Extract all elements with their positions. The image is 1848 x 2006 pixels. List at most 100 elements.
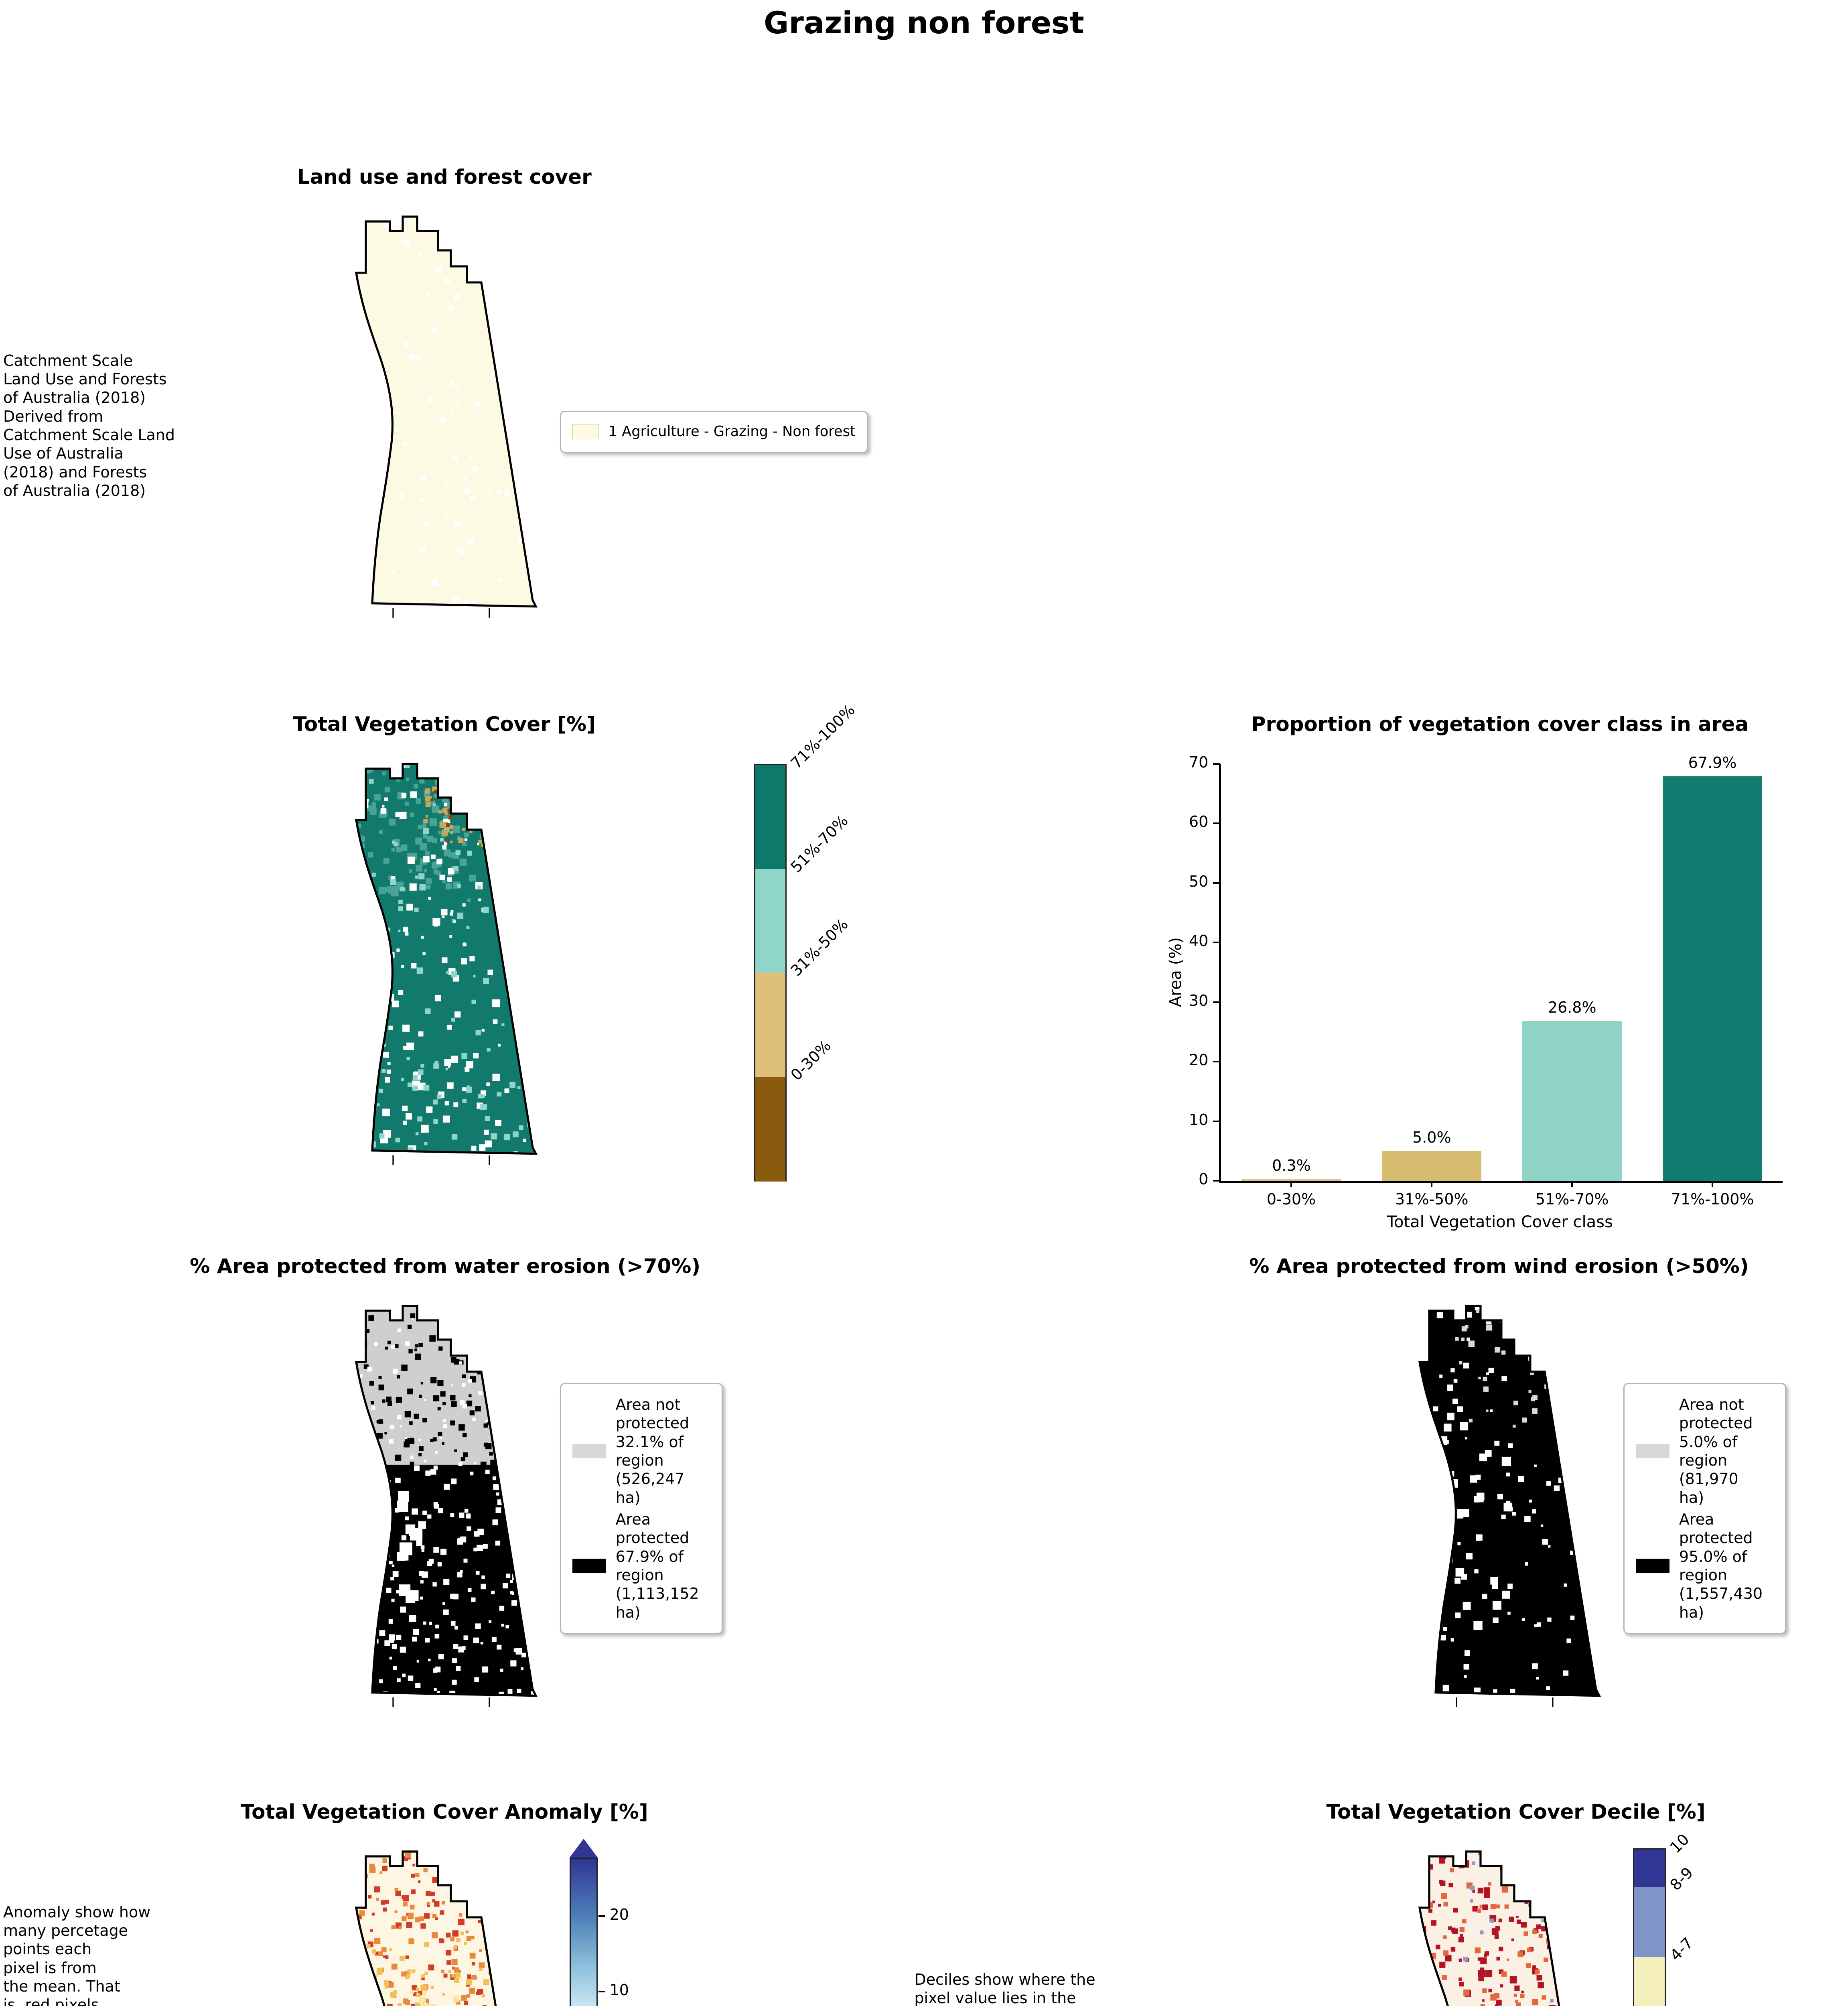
y-tick bbox=[1213, 822, 1221, 824]
land-use-title: Land use and forest cover bbox=[297, 165, 592, 189]
colorbar-label: 10 bbox=[1666, 1830, 1693, 1857]
wind-erosion-legend: Area not protected 5.0% of region (81,97… bbox=[1623, 1383, 1786, 1634]
wind-erosion-title: % Area protected from wind erosion (>50%… bbox=[1249, 1255, 1749, 1278]
colorbar-arrow-up-icon bbox=[569, 1839, 598, 1858]
legend-entry: Area not protected 5.0% of region (81,97… bbox=[1635, 1395, 1774, 1507]
colorbar-label: 51%-70% bbox=[787, 811, 852, 876]
water-erosion-title: % Area protected from water erosion (>70… bbox=[190, 1255, 701, 1278]
bar-51%-70% bbox=[1522, 1021, 1622, 1181]
y-tick-label: 20 bbox=[1189, 1051, 1209, 1069]
legend-entry: Area protected 67.9% of region (1,113,15… bbox=[572, 1510, 710, 1622]
bar-value-label: 26.8% bbox=[1548, 999, 1596, 1017]
not-protected-swatch bbox=[1635, 1444, 1669, 1459]
colorbar-tick bbox=[598, 1991, 605, 1993]
colorbar-segment bbox=[755, 869, 786, 974]
bar-0-30% bbox=[1241, 1179, 1341, 1181]
x-tick-label: 71%-100% bbox=[1671, 1190, 1754, 1208]
y-tick bbox=[1213, 942, 1221, 943]
protected-swatch bbox=[1635, 1559, 1669, 1574]
bar-value-label: 67.9% bbox=[1688, 753, 1737, 772]
colorbar-tick-label: 10 bbox=[609, 1981, 629, 1999]
protected-swatch bbox=[572, 1559, 606, 1574]
bar-value-label: 0.3% bbox=[1272, 1156, 1311, 1174]
colorbar-segment bbox=[755, 973, 786, 1078]
x-tick bbox=[1290, 1181, 1292, 1188]
y-tick bbox=[1213, 1001, 1221, 1003]
bar-value-label: 5.0% bbox=[1412, 1128, 1451, 1146]
page-title: Grazing non forest bbox=[764, 4, 1084, 41]
y-tick-label: 10 bbox=[1189, 1111, 1209, 1129]
land-use-note: Catchment Scale Land Use and Forests of … bbox=[3, 351, 175, 500]
land-use-legend: 1 Agriculture - Grazing - Non forest bbox=[560, 410, 868, 453]
y-tick bbox=[1213, 1120, 1221, 1122]
x-tick bbox=[1431, 1181, 1433, 1188]
anomaly-map bbox=[329, 1837, 554, 2006]
legend-entry: Area protected 95.0% of region (1,557,43… bbox=[1635, 1510, 1774, 1622]
y-tick-label: 70 bbox=[1189, 753, 1209, 771]
x-tick-label: 0-30% bbox=[1266, 1190, 1316, 1208]
chart-title: Proportion of vegetation cover class in … bbox=[1251, 712, 1749, 736]
y-tick bbox=[1213, 1180, 1221, 1182]
colorbar-segment bbox=[1634, 1886, 1665, 1958]
colorbar-segment bbox=[755, 1076, 786, 1182]
colorbar-label: 31%-50% bbox=[787, 915, 852, 980]
decile-title: Total Vegetation Cover Decile [%] bbox=[1326, 1800, 1706, 1823]
decile-note: Deciles show where the pixel value lies … bbox=[914, 1970, 1095, 2006]
water-erosion-map-svg bbox=[355, 1305, 538, 1707]
land-use-map bbox=[329, 202, 554, 648]
y-tick bbox=[1213, 1061, 1221, 1063]
y-tick bbox=[1213, 763, 1221, 765]
legend-entry: Area not protected 32.1% of region (526,… bbox=[572, 1395, 710, 1507]
veg-cover-map bbox=[329, 749, 554, 1196]
veg-cover-map-svg bbox=[355, 762, 538, 1165]
colorbar-label: 71%-100% bbox=[787, 700, 859, 772]
anomaly-title: Total Vegetation Cover Anomaly [%] bbox=[240, 1800, 648, 1823]
anomaly-note: Anomaly show how many percetage points e… bbox=[3, 1903, 151, 2006]
protected-label: Area protected 67.9% of region (1,113,15… bbox=[615, 1511, 699, 1621]
decile-colorbar: 108-94-72-31 bbox=[1633, 1830, 1696, 2006]
y-tick-label: 0 bbox=[1199, 1170, 1209, 1188]
colorbar-label: 8-9 bbox=[1666, 1864, 1697, 1894]
x-tick bbox=[1571, 1181, 1573, 1188]
x-tick-label: 31%-50% bbox=[1395, 1190, 1469, 1208]
chart-xlabel: Total Vegetation Cover class bbox=[1387, 1213, 1613, 1232]
y-tick-label: 40 bbox=[1189, 932, 1209, 950]
y-tick-label: 60 bbox=[1189, 812, 1209, 830]
y-tick-label: 30 bbox=[1189, 991, 1209, 1009]
y-tick-label: 50 bbox=[1189, 872, 1209, 890]
wind-erosion-map-svg bbox=[1418, 1305, 1601, 1707]
colorbar-label: 0-30% bbox=[787, 1036, 835, 1084]
colorbar-label: 4-7 bbox=[1666, 1934, 1697, 1964]
not-protected-swatch bbox=[572, 1444, 606, 1459]
chart-plot-area: 0 10 20 30 40 50 60 70 0.3% 0-30% 5.0% 31%-50% 26.8%… bbox=[1189, 753, 1783, 1208]
veg-cover-colorbar: 71%-100% 51%-70% 31%-50% 0-30% bbox=[754, 701, 858, 1182]
colorbar-segment bbox=[755, 765, 786, 870]
colorbar-tick bbox=[598, 1915, 605, 1917]
water-erosion-legend: Area not protected 32.1% of region (526,… bbox=[560, 1383, 723, 1634]
wind-erosion-map bbox=[1392, 1291, 1617, 1738]
bar-31%-50% bbox=[1382, 1151, 1482, 1181]
anomaly-gradient bbox=[569, 1857, 598, 2006]
colorbar-segment bbox=[1634, 1957, 1665, 2006]
x-tick-label: 51%-70% bbox=[1535, 1190, 1609, 1208]
anomaly-colorbar: 20100−10−20 bbox=[569, 1839, 629, 2006]
decile-map bbox=[1392, 1837, 1617, 2006]
anomaly-map-svg bbox=[355, 1850, 536, 2006]
x-tick bbox=[1712, 1181, 1714, 1188]
not-protected-label: Area not protected 5.0% of region (81,97… bbox=[1679, 1396, 1753, 1507]
y-tick bbox=[1213, 882, 1221, 884]
decile-map-svg bbox=[1418, 1850, 1599, 2006]
colorbar-tick-label: 20 bbox=[609, 1906, 629, 1924]
land-use-swatch bbox=[572, 424, 599, 440]
legend-entry: 1 Agriculture - Grazing - Non forest bbox=[572, 423, 856, 441]
veg-cover-title: Total Vegetation Cover [%] bbox=[293, 712, 596, 736]
water-erosion-map bbox=[329, 1291, 554, 1738]
land-use-map-svg bbox=[355, 215, 538, 618]
colorbar-segment bbox=[1634, 1849, 1665, 1888]
bar-71%-100% bbox=[1663, 776, 1763, 1181]
land-use-legend-label: 1 Agriculture - Grazing - Non forest bbox=[608, 423, 856, 440]
protected-label: Area protected 95.0% of region (1,557,43… bbox=[1679, 1511, 1763, 1621]
not-protected-label: Area not protected 32.1% of region (526,… bbox=[615, 1396, 690, 1507]
